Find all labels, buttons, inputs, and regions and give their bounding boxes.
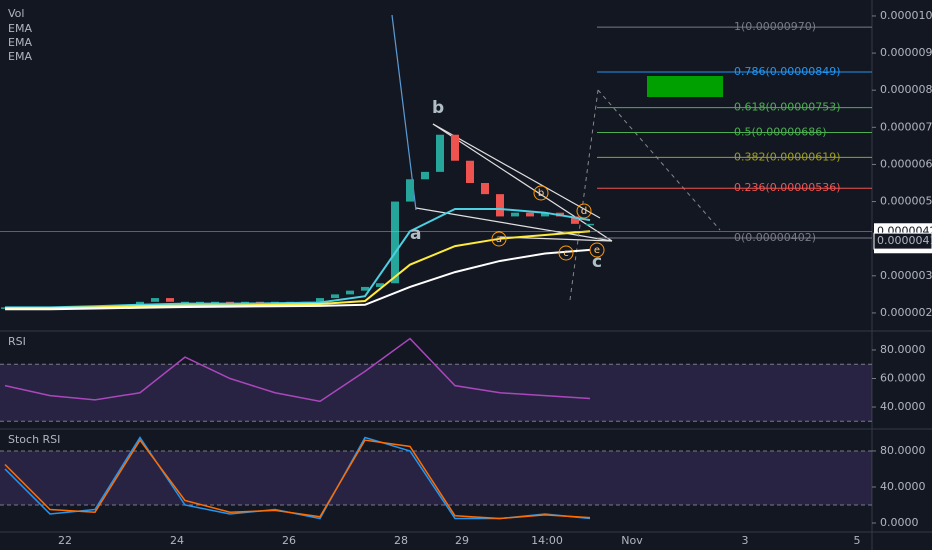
candle: [571, 216, 579, 224]
fib-label: 0.236(0.00000536): [734, 181, 841, 194]
x-tick-label: Nov: [621, 534, 643, 547]
y-tick-label: 0.00000700: [880, 120, 932, 133]
y-tick-label: 60.0000: [880, 372, 926, 385]
y-tick-label: 0.00000800: [880, 83, 932, 96]
wave-circle: [533, 185, 549, 201]
candle: [511, 212, 519, 217]
candle: [331, 294, 339, 299]
x-tick-label: 14:00: [531, 534, 563, 547]
candle: [391, 201, 399, 284]
wave-label: c: [592, 252, 602, 272]
candle: [211, 301, 219, 304]
ema-box: [873, 232, 932, 250]
y-tick-label: 80.0000: [880, 444, 926, 457]
x-tick-label: 5: [854, 534, 861, 547]
fib-label: 0.618(0.00000753): [734, 101, 841, 114]
wave-small: d: [581, 206, 587, 217]
fib-label: 0.5(0.00000686): [734, 126, 827, 139]
wave-small: c: [563, 248, 569, 259]
y-tick-label: 0.00000900: [880, 46, 932, 59]
band: [0, 364, 872, 422]
ema-label: 0.00000415: [877, 234, 932, 247]
target-box: [647, 76, 723, 97]
y-tick-label: 0.00001000: [880, 9, 932, 22]
wave-small: a: [496, 234, 502, 245]
candle: [466, 160, 474, 184]
legend-vol: Vol: [8, 7, 24, 20]
x-tick-label: 22: [58, 534, 72, 547]
x-tick-label: 29: [455, 534, 469, 547]
x-tick-label: 24: [170, 534, 184, 547]
fib-label: 0.786(0.00000849): [734, 65, 841, 78]
band: [0, 450, 872, 505]
candle: [481, 183, 489, 195]
ema-line: [5, 248, 591, 311]
wave-circle: [558, 245, 574, 261]
candle: [406, 179, 414, 202]
candle: [421, 171, 429, 180]
candle: [451, 134, 459, 161]
candle: [346, 290, 354, 295]
candle: [181, 301, 189, 304]
y-tick-label: 0.0000: [880, 516, 919, 529]
candle: [196, 301, 204, 304]
legend-ema: EMA: [8, 36, 32, 49]
x-tick-label: 26: [282, 534, 296, 547]
wave-circle: [576, 203, 592, 219]
candle: [541, 212, 549, 217]
y-tick-label: 0.00000300: [880, 269, 932, 282]
indicator-line: [4, 438, 591, 520]
candle: [361, 286, 369, 291]
y-tick-label: 0.00000200: [880, 306, 932, 319]
candle: [166, 298, 174, 302]
wave-circle: [491, 231, 507, 247]
candle: [376, 283, 384, 287]
projection: [569, 89, 721, 301]
indicator-line: [4, 337, 591, 403]
panel-title: Stoch RSI: [8, 433, 60, 446]
y-tick-label: 0.00000500: [880, 195, 932, 208]
fib-label: 0(0.00000402): [734, 231, 816, 244]
x-tick-label: 3: [742, 534, 749, 547]
legend-ema: EMA: [8, 50, 32, 63]
y-tick-label: 0.00000600: [880, 157, 932, 170]
candle: [151, 298, 159, 302]
y-tick-label: 40.0000: [880, 400, 926, 413]
y-tick-label: 80.0000: [880, 343, 926, 356]
wave-label: b: [432, 98, 444, 118]
candle: [496, 194, 504, 217]
ema-line: [5, 207, 591, 309]
candle: [436, 134, 444, 172]
panel-title: RSI: [8, 335, 26, 348]
wave-circle: [589, 242, 605, 258]
fib-label: 1(0.00000970): [734, 20, 816, 33]
wave-small: e: [594, 245, 600, 256]
y-tick-label: 40.0000: [880, 480, 926, 493]
wave-label: a: [410, 224, 421, 244]
fib-label: 0.382(0.00000619): [734, 150, 841, 163]
candle: [526, 212, 534, 217]
legend-ema: EMA: [8, 22, 32, 35]
candle: [586, 223, 594, 226]
x-tick-label: 28: [394, 534, 408, 547]
wave-small: b: [538, 188, 544, 199]
candle: [316, 298, 324, 302]
